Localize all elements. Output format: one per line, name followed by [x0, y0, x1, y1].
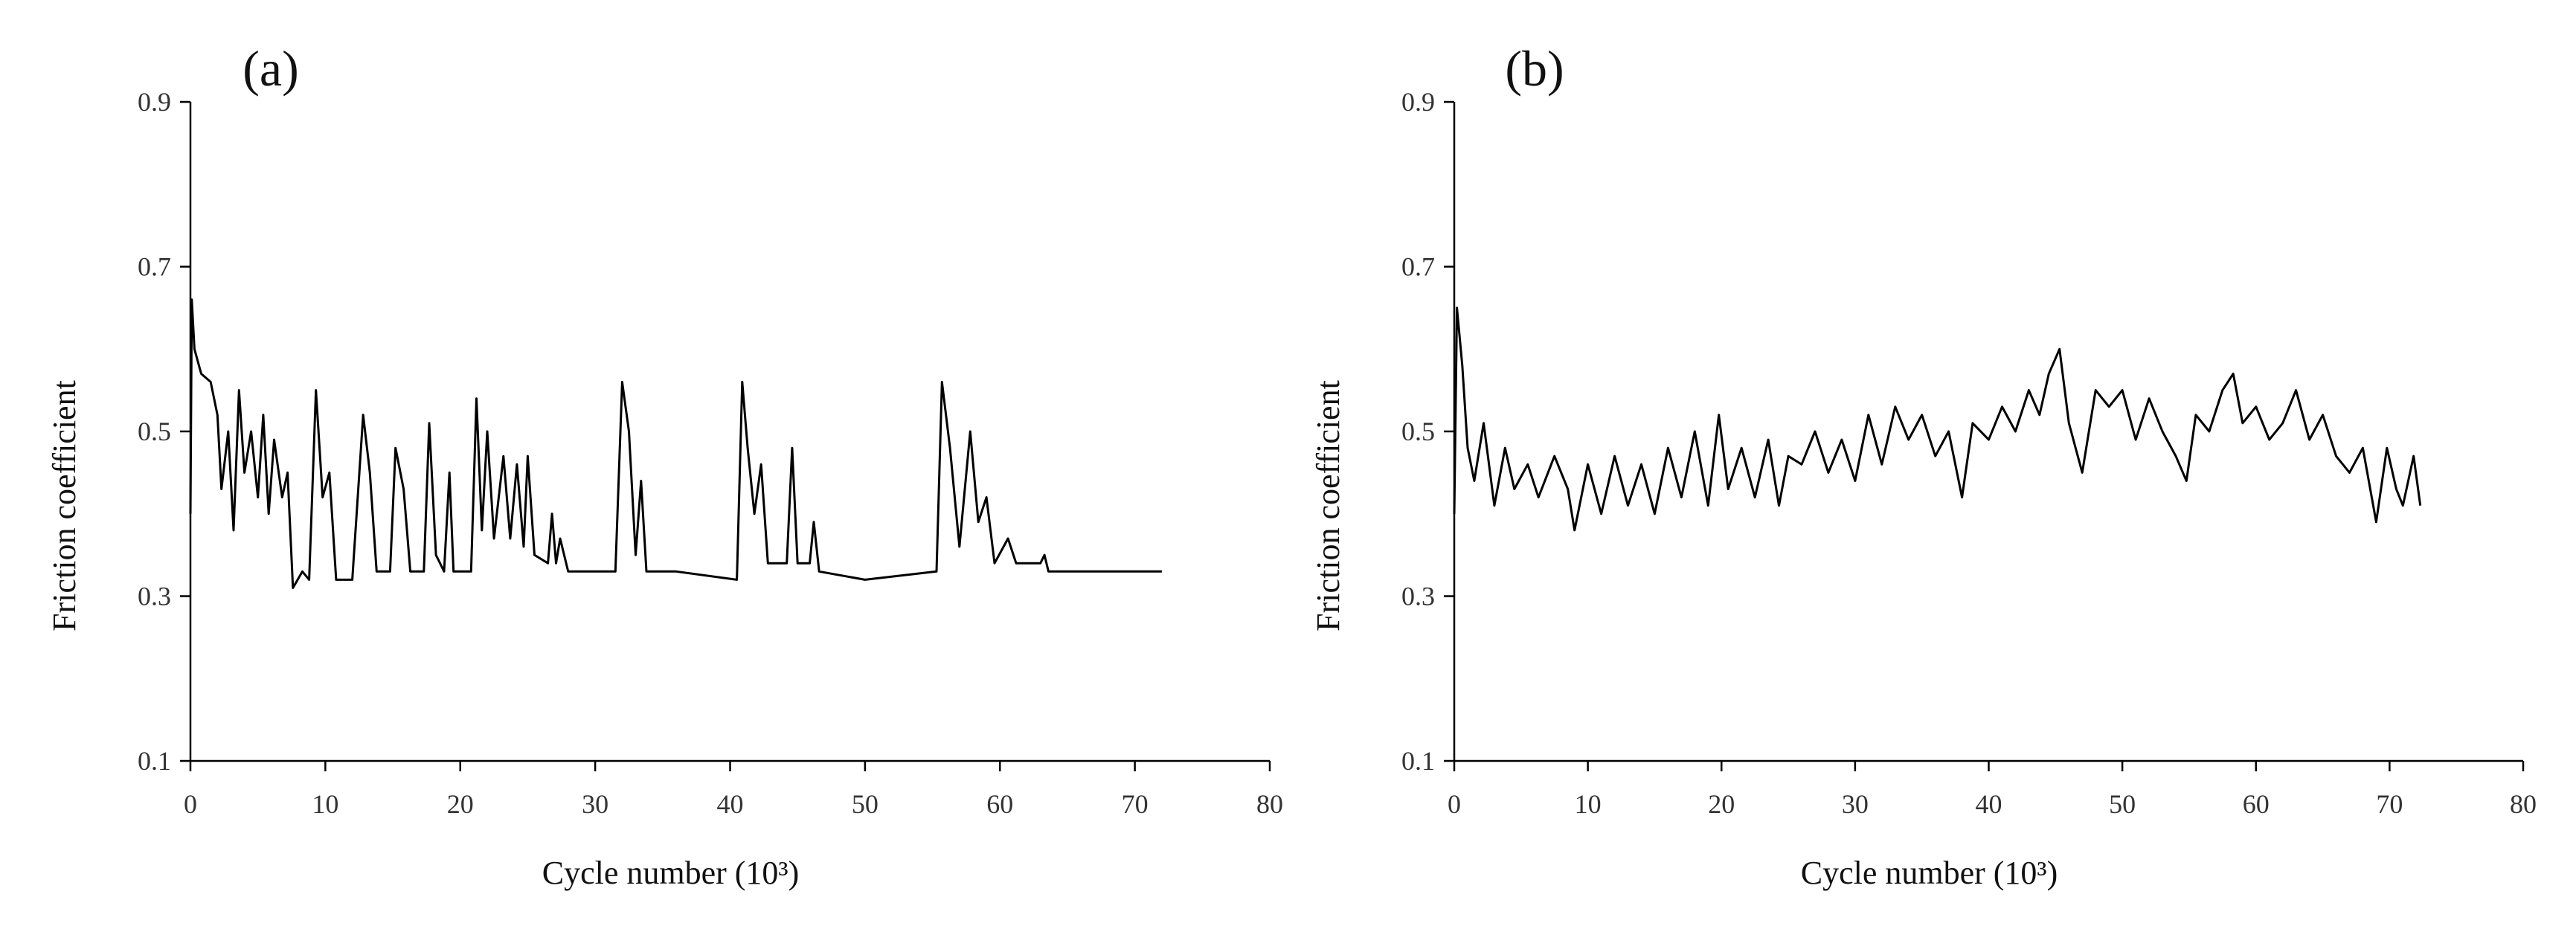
y-axis-title: Friction coefficient — [1310, 380, 1346, 631]
x-tick-label: 0 — [184, 789, 197, 819]
x-tick-label: 30 — [1842, 789, 1869, 819]
data-line — [1453, 306, 2422, 532]
y-tick-label: 0.7 — [1401, 252, 1435, 282]
x-tick-label: 20 — [447, 789, 474, 819]
y-tick-label: 0.5 — [138, 417, 171, 446]
y-tick-label: 0.3 — [138, 582, 171, 611]
x-tick-label: 20 — [1708, 789, 1735, 819]
y-axis-title: Friction coefficient — [46, 380, 83, 631]
x-tick-label: 60 — [986, 789, 1013, 819]
y-tick-label: 0.9 — [1401, 87, 1435, 117]
x-tick-label: 10 — [1575, 789, 1602, 819]
panel-label: (a) — [242, 40, 298, 97]
x-tick-label: 0 — [1448, 789, 1461, 819]
x-tick-label: 40 — [717, 789, 744, 819]
x-axis-title: Cycle number (10³) — [542, 855, 800, 891]
x-tick-label: 40 — [1976, 789, 2002, 819]
y-tick-label: 0.1 — [138, 746, 171, 776]
x-axis-title: Cycle number (10³) — [1801, 855, 2058, 891]
x-tick-label: 70 — [2376, 789, 2403, 819]
x-tick-label: 80 — [2510, 789, 2537, 819]
x-tick-label: 60 — [2243, 789, 2270, 819]
y-tick-label: 0.7 — [138, 252, 171, 282]
y-tick-label: 0.9 — [138, 87, 171, 117]
x-tick-label: 50 — [2109, 789, 2136, 819]
x-tick-label: 70 — [1122, 789, 1149, 819]
x-tick-label: 10 — [312, 789, 338, 819]
y-tick-label: 0.5 — [1401, 417, 1435, 446]
x-tick-label: 80 — [1256, 789, 1283, 819]
data-line — [189, 298, 1162, 589]
panel-label: (b) — [1505, 40, 1564, 97]
y-tick-label: 0.3 — [1401, 582, 1435, 611]
x-tick-label: 30 — [582, 789, 608, 819]
x-tick-label: 50 — [852, 789, 879, 819]
y-tick-label: 0.1 — [1401, 746, 1435, 776]
